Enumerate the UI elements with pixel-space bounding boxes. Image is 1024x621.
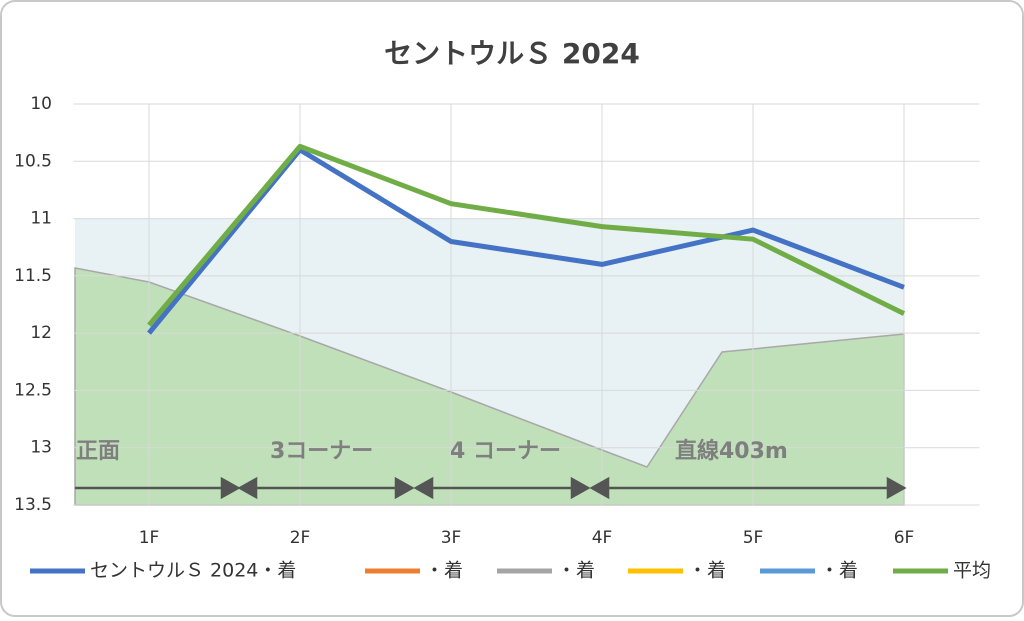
x-tick-label: 1F [139, 528, 160, 548]
legend-label: ・着 [425, 560, 463, 582]
series-line [147, 143, 906, 327]
y-tick-label: 12.5 [14, 380, 52, 400]
x-tick-label: 5F [743, 528, 764, 548]
annotation: 3コーナー [270, 439, 373, 464]
series-line [147, 147, 905, 335]
y-tick-label: 10 [30, 94, 52, 114]
y-tick-label: 12 [30, 323, 52, 343]
legend-label: セントウルＳ 2024・着 [90, 560, 296, 582]
legend-label: ・着 [688, 560, 726, 582]
chart-title: セントウルＳ 2024 [384, 37, 640, 70]
y-tick-label: 13 [30, 438, 52, 458]
legend-label: ・着 [820, 560, 858, 582]
x-tick-label: 6F [894, 528, 915, 548]
annotation: 4 コーナー [450, 439, 561, 464]
y-tick-label: 11.5 [14, 266, 52, 286]
y-tick-label: 11 [30, 209, 52, 229]
x-tick-label: 3F [441, 528, 462, 548]
section-arrows [75, 476, 907, 500]
x-tick-label: 4F [592, 528, 613, 548]
annotation: 正面 [76, 439, 120, 464]
legend-label: 平均 [953, 560, 991, 582]
annotation: 直線403m [675, 438, 788, 464]
x-tick-label: 2F [290, 528, 311, 548]
y-tick-label: 10.5 [14, 151, 52, 171]
legend-label: ・着 [557, 560, 595, 582]
y-tick-label: 13.5 [14, 495, 52, 515]
